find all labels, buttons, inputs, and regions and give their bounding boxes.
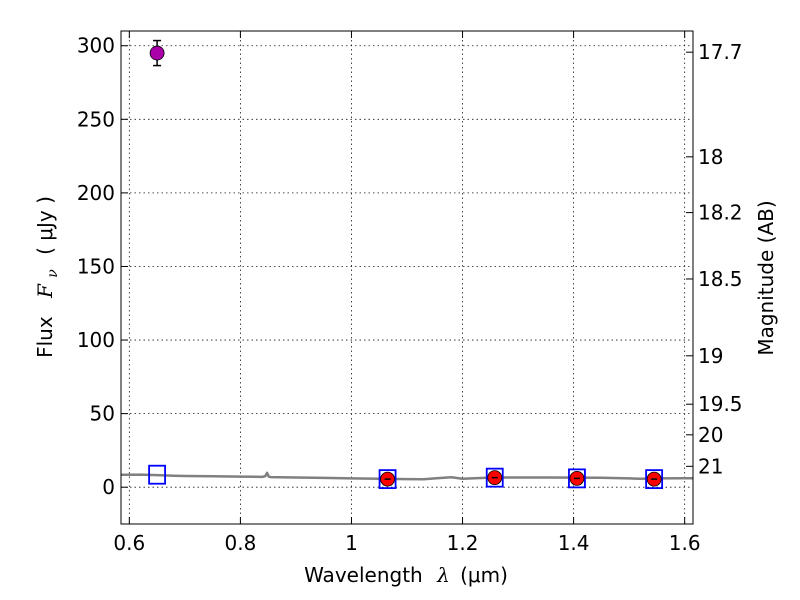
x-tick-label: 0.6 <box>113 531 145 555</box>
grid <box>121 31 693 524</box>
y2-tick-label: 19.5 <box>698 392 743 416</box>
x-tick-label: 1.4 <box>558 531 590 555</box>
x-tick-label: 1.6 <box>669 531 701 555</box>
y-tick-label: 50 <box>90 402 115 426</box>
y-axis-label: Flux F ν ( μJy ) <box>33 196 62 358</box>
x-tick-label: 1 <box>345 531 358 555</box>
model-square-marker <box>485 467 504 488</box>
optical-point <box>149 45 165 61</box>
y-tick-label: 100 <box>77 328 115 352</box>
model-square-marker <box>378 469 397 490</box>
y-tick-label: 300 <box>77 34 115 58</box>
model-square-marker <box>148 464 166 485</box>
axis-ticks: 0.6 0.8 1 1.2 1.4 1.6 0 50 100 150 200 250 300 17.7 18… <box>77 31 743 555</box>
y2-tick-label: 18.2 <box>698 201 743 225</box>
y2-tick-label: 19 <box>698 344 723 368</box>
model-square-marker <box>645 469 664 490</box>
y2-tick-label: 18 <box>698 145 723 169</box>
plot-frame <box>120 30 694 525</box>
x-axis-label: Wavelength λ (μm) <box>304 563 508 587</box>
x-tick-label: 0.8 <box>224 531 256 555</box>
y-tick-label: 0 <box>102 475 115 499</box>
y-tick-label: 200 <box>77 181 115 205</box>
y-tick-label: 150 <box>77 254 115 278</box>
spectrum-line <box>120 471 693 481</box>
data-series <box>120 39 693 490</box>
y2-tick-label: 17.7 <box>698 40 743 64</box>
y2-tick-label: 20 <box>698 423 723 447</box>
y2-axis-label: Magnitude (AB) <box>754 200 778 355</box>
y2-tick-label: 18.5 <box>698 267 743 291</box>
model-square-marker <box>568 468 586 489</box>
x-tick-label: 1.2 <box>447 531 479 555</box>
y2-tick-label: 21 <box>698 454 723 478</box>
y-tick-label: 250 <box>77 107 115 131</box>
